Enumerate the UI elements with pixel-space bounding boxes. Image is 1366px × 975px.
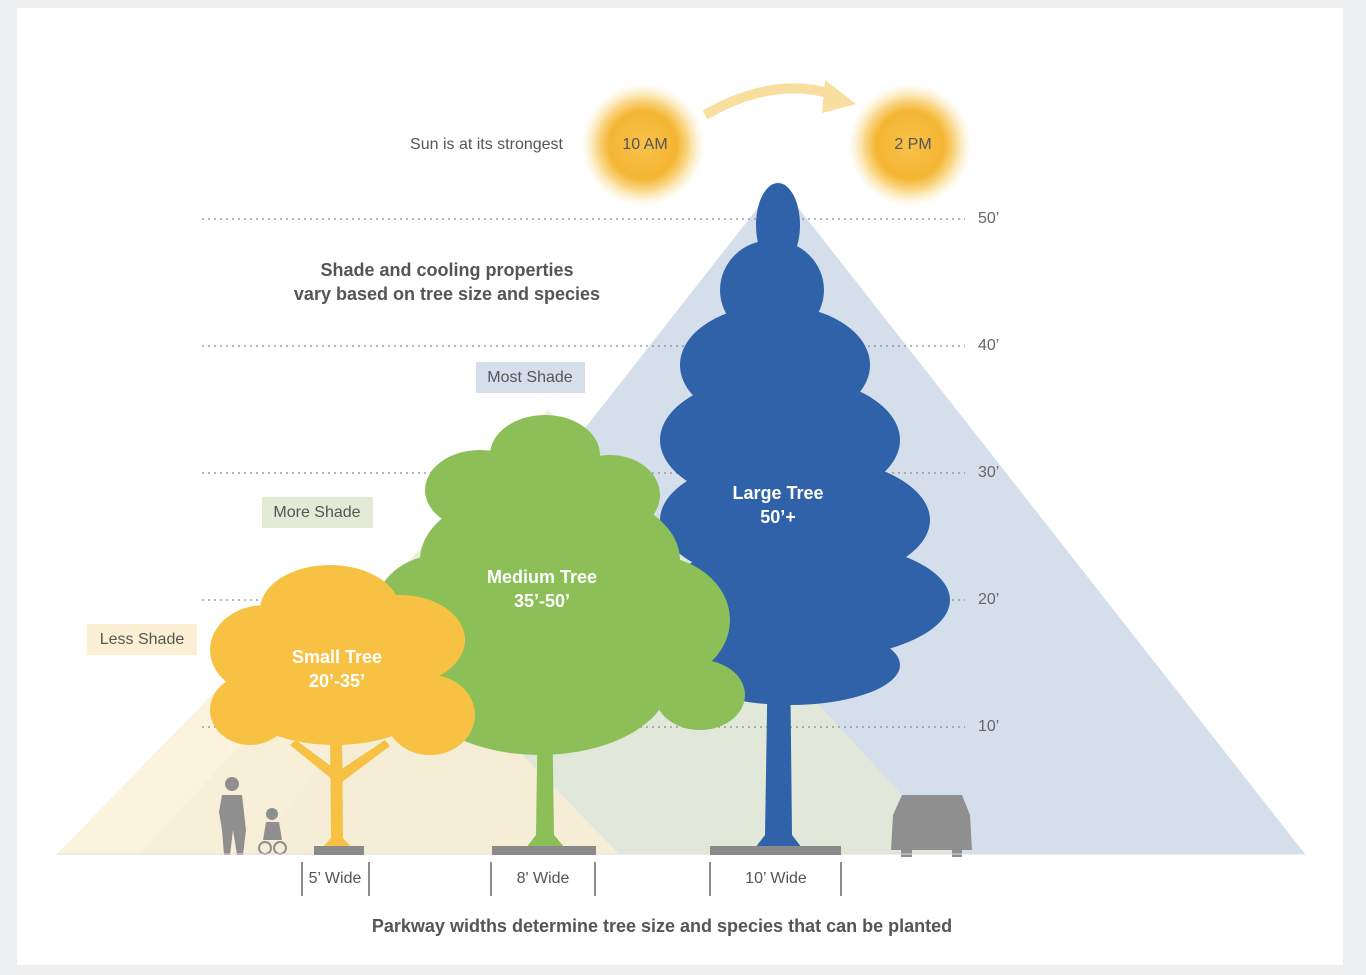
small-tree	[210, 565, 475, 848]
height-label: 10’	[978, 718, 999, 735]
large-tree	[660, 183, 950, 852]
arrow	[702, 83, 837, 120]
sun	[581, 83, 705, 207]
height-label: 50’	[978, 210, 999, 227]
tree-height: 35’-50’	[514, 591, 570, 611]
tree-name: Small Tree	[292, 647, 382, 667]
headline: vary based on tree size and species	[294, 284, 600, 304]
width-label: 10’ Wide	[745, 870, 807, 887]
label-box	[476, 362, 585, 393]
shade-label: More Shade	[273, 504, 360, 521]
planter	[492, 846, 596, 855]
tree-height: 50’+	[760, 507, 796, 527]
footer: Parkway widths determine tree size and s…	[372, 916, 952, 936]
width-label: 5’ Wide	[309, 870, 362, 887]
height-label: 20’	[978, 591, 999, 608]
label-box	[87, 624, 197, 655]
car	[891, 795, 972, 857]
headline: Shade and cooling properties	[320, 260, 573, 280]
tree-name: Large Tree	[732, 483, 823, 503]
planter	[314, 846, 364, 855]
shade-label: Most Shade	[487, 369, 572, 386]
tree-name: Medium Tree	[487, 567, 597, 587]
sun	[848, 83, 972, 207]
arrow-head	[822, 80, 856, 113]
planter	[710, 846, 841, 855]
sun-time: 10 AM	[622, 136, 667, 153]
medium-tree	[375, 415, 745, 848]
sun-time: 2 PM	[894, 136, 931, 153]
label-box	[262, 497, 373, 528]
height-label: 30’	[978, 464, 999, 481]
width-label: 8' Wide	[517, 870, 570, 887]
sun-caption: Sun is at its strongest	[410, 136, 564, 153]
tree-height: 20’-35’	[309, 671, 365, 691]
shade-label: Less Shade	[100, 631, 185, 648]
height-label: 40’	[978, 337, 999, 354]
people	[219, 777, 287, 855]
width-markers	[301, 862, 842, 896]
